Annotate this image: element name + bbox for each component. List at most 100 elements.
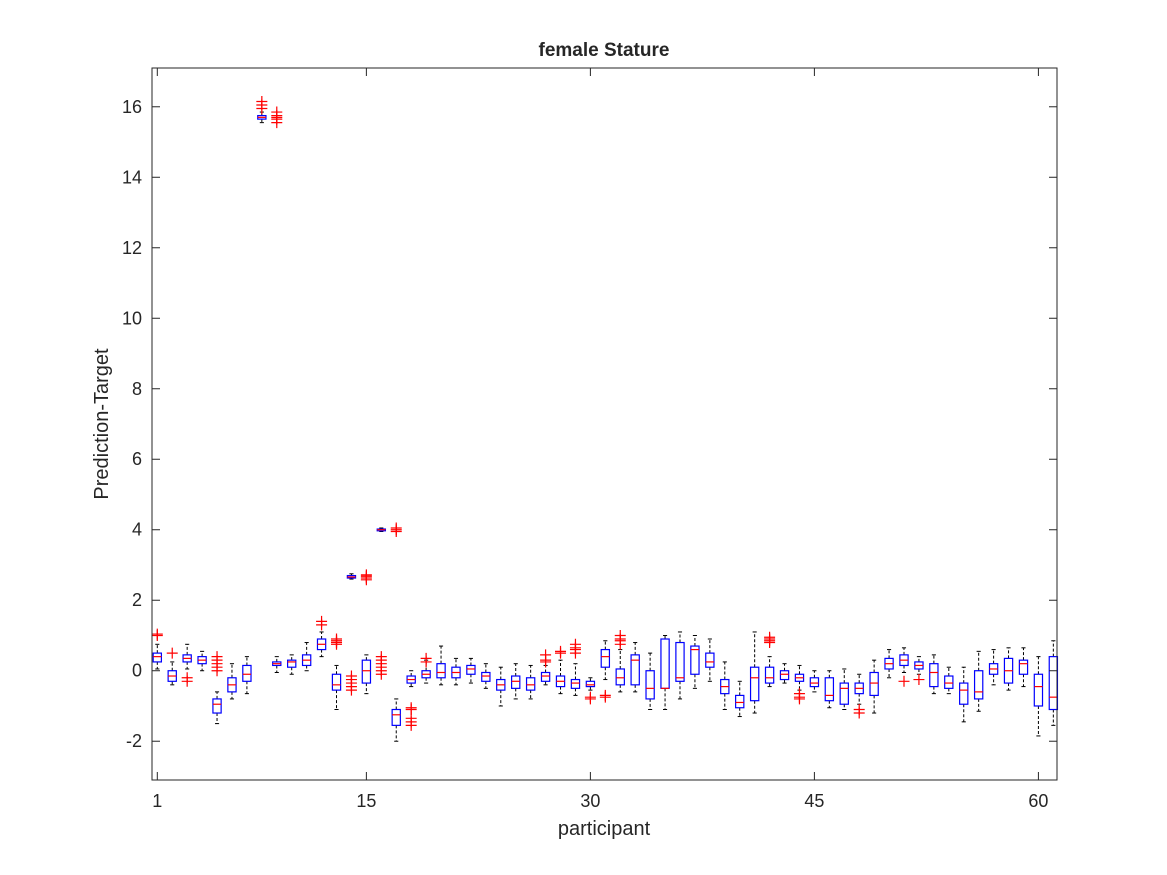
box	[466, 664, 476, 675]
x-tick-label: 45	[804, 791, 824, 811]
outlier-marker	[569, 638, 581, 650]
outlier-marker	[853, 707, 865, 719]
outlier-marker	[764, 631, 776, 643]
box-participant-21	[451, 657, 461, 686]
box-participant-47	[839, 668, 849, 711]
box-participant-56	[973, 650, 984, 712]
box-participant-37	[690, 634, 700, 689]
box-participant-26	[525, 664, 536, 700]
box-participant-27	[540, 649, 552, 686]
box-participant-38	[705, 638, 715, 682]
box-participant-13	[331, 633, 343, 711]
box-participant-49	[869, 659, 879, 714]
box	[839, 682, 849, 705]
box	[481, 671, 491, 682]
chart-title: female Stature	[539, 40, 670, 61]
box	[600, 648, 611, 668]
y-tick-label: 4	[132, 520, 142, 540]
box-participant-9	[271, 106, 283, 673]
box-participant-39	[720, 661, 730, 711]
box-participant-19	[420, 652, 432, 684]
box	[540, 671, 551, 682]
box-participant-60	[1033, 656, 1044, 737]
box	[525, 677, 536, 691]
box-participant-15	[360, 569, 372, 695]
box	[675, 641, 685, 682]
x-tick-label: 1	[152, 791, 162, 811]
box-participant-34	[645, 652, 655, 711]
box-participant-3	[181, 643, 193, 687]
box-participant-57	[988, 649, 999, 686]
box	[1033, 673, 1044, 707]
box	[436, 663, 446, 679]
outlier-marker	[793, 693, 805, 705]
outlier-marker	[540, 649, 552, 661]
box-participant-48	[853, 673, 865, 719]
outlier-marker	[390, 522, 402, 534]
box-participant-33	[630, 642, 640, 693]
outlier-marker	[316, 615, 328, 627]
outlier-marker	[345, 670, 357, 682]
box-participant-53	[929, 654, 939, 695]
box-participant-42	[764, 631, 776, 688]
boxes-layer	[151, 95, 1059, 742]
x-axis-label: participant	[558, 818, 651, 840]
box-participant-35	[660, 634, 670, 711]
box-participant-22	[466, 657, 476, 684]
y-tick-label: -2	[126, 731, 142, 751]
box-participant-52	[913, 656, 925, 686]
box-participant-12	[316, 615, 328, 658]
box	[361, 659, 372, 684]
box-participant-30	[584, 677, 596, 705]
box	[749, 666, 760, 702]
box	[570, 678, 581, 689]
box-participant-4	[197, 650, 207, 672]
outlier-marker	[420, 652, 432, 664]
box-participant-7	[242, 656, 252, 695]
outlier-marker	[614, 629, 626, 641]
y-tick-label: 6	[132, 449, 142, 469]
box-participant-2	[166, 647, 178, 686]
box	[645, 670, 655, 700]
outlier-marker	[360, 569, 372, 581]
outlier-marker	[181, 675, 193, 687]
outlier-marker	[584, 693, 596, 705]
box-participant-16	[375, 527, 387, 680]
outlier-marker	[211, 651, 223, 663]
box-participant-55	[959, 666, 969, 723]
box	[511, 675, 521, 689]
box-participant-28	[555, 645, 567, 695]
box	[809, 677, 820, 688]
outlier-marker	[375, 651, 387, 663]
outlier-marker	[271, 106, 283, 118]
y-tick-label: 14	[122, 167, 142, 187]
box-participant-11	[301, 642, 312, 672]
box-participant-46	[824, 670, 835, 709]
box-participant-24	[496, 666, 506, 707]
y-tick-label: 12	[122, 238, 142, 258]
box	[973, 670, 984, 700]
box	[824, 677, 835, 702]
box	[242, 664, 252, 682]
box-participant-36	[675, 631, 685, 700]
outlier-marker	[898, 675, 910, 687]
box	[152, 652, 163, 663]
y-axis-label: Prediction-Target	[91, 348, 113, 500]
box-participant-54	[944, 666, 954, 695]
box-participant-6	[227, 663, 237, 700]
box-participant-41	[749, 631, 760, 714]
box-participant-50	[884, 649, 894, 679]
plot-area	[152, 68, 1057, 780]
box	[929, 663, 939, 688]
outlier-marker	[256, 95, 268, 107]
box-participant-59	[1018, 647, 1029, 688]
box	[959, 682, 969, 705]
x-tick-label: 30	[580, 791, 600, 811]
box-participant-40	[735, 680, 745, 718]
box-participant-14	[345, 573, 357, 696]
box	[630, 654, 640, 686]
box-participant-23	[481, 663, 491, 689]
box-participant-17	[390, 522, 402, 742]
box-participant-29	[569, 638, 581, 696]
box	[764, 666, 775, 684]
